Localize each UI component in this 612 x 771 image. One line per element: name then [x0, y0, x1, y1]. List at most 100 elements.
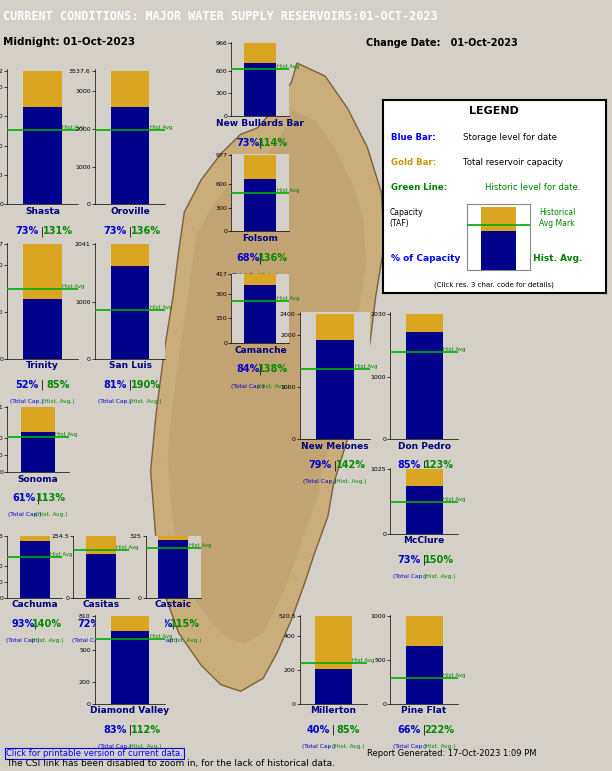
Text: |: | — [36, 493, 40, 503]
Text: 73%: 73% — [15, 227, 39, 236]
Text: |: | — [41, 227, 44, 237]
Text: Pine Flat: Pine Flat — [401, 706, 447, 715]
Bar — [406, 314, 442, 439]
Bar — [111, 266, 149, 359]
Text: Folsom: Folsom — [242, 234, 278, 243]
Text: (Total Cap.): (Total Cap.) — [144, 638, 178, 643]
Text: 72%: 72% — [77, 619, 100, 629]
Bar — [23, 106, 62, 204]
Text: Hist Avg: Hist Avg — [443, 497, 466, 502]
Bar — [406, 616, 442, 704]
Text: (Hist. Avg.): (Hist. Avg.) — [169, 638, 201, 643]
Text: Casitas: Casitas — [83, 601, 119, 609]
Text: 79%: 79% — [308, 460, 331, 470]
Text: 222%: 222% — [424, 725, 454, 735]
Text: 52%: 52% — [15, 380, 39, 390]
Text: Click for printable version of current data.: Click for printable version of current d… — [6, 749, 183, 758]
Text: 140%: 140% — [32, 619, 62, 629]
Text: Green Line:: Green Line: — [392, 183, 447, 192]
Text: |: | — [259, 365, 262, 375]
Text: (Total Cap.): (Total Cap.) — [10, 246, 44, 251]
Text: (Total Cap.): (Total Cap.) — [10, 399, 44, 404]
Text: 93%: 93% — [102, 619, 125, 629]
Text: (Hist. Avg.): (Hist. Avg.) — [332, 744, 365, 749]
Text: (Total Cap.): (Total Cap.) — [302, 744, 335, 749]
Text: Hist Avg: Hist Avg — [116, 545, 139, 550]
Bar — [406, 487, 442, 534]
Text: |: | — [41, 380, 44, 390]
Text: 112%: 112% — [130, 725, 160, 735]
Text: Hist Avg: Hist Avg — [443, 673, 466, 678]
Bar — [86, 554, 116, 598]
Text: |: | — [334, 460, 337, 470]
Text: Hist Avg: Hist Avg — [150, 305, 172, 310]
Bar — [23, 299, 62, 359]
Bar — [86, 537, 116, 598]
Text: 114%: 114% — [258, 138, 288, 147]
Text: Hist Avg: Hist Avg — [188, 543, 211, 547]
Text: (Hist. Avg.): (Hist. Avg.) — [129, 246, 162, 251]
Bar — [406, 332, 442, 439]
Text: 84%: 84% — [236, 365, 259, 375]
Text: 73%: 73% — [398, 555, 421, 565]
Text: Hist Avg: Hist Avg — [277, 64, 299, 69]
Text: 61%: 61% — [13, 493, 36, 503]
Text: 85%: 85% — [337, 725, 360, 735]
Text: |: | — [129, 227, 132, 237]
Text: Hist Avg: Hist Avg — [353, 658, 375, 662]
Text: 123%: 123% — [424, 460, 454, 470]
Text: 136%: 136% — [130, 227, 160, 236]
Bar — [482, 231, 516, 270]
Text: The CSI link has been disabled to zoom in, for the lack of historical data.: The CSI link has been disabled to zoom i… — [6, 759, 335, 767]
Text: LEGEND: LEGEND — [469, 106, 519, 116]
Text: Trinity: Trinity — [26, 362, 59, 370]
Text: |: | — [510, 254, 513, 264]
Text: 190%: 190% — [130, 380, 160, 390]
Text: Hist Avg: Hist Avg — [50, 552, 73, 557]
Text: 73%: 73% — [236, 138, 259, 147]
Text: |: | — [129, 725, 132, 735]
Bar — [244, 62, 277, 116]
Bar — [244, 180, 277, 231]
Text: Don Pedro: Don Pedro — [398, 442, 450, 450]
Text: (Total Cap.): (Total Cap.) — [98, 744, 132, 749]
Text: Report Generated: 17-Oct-2023 1:09 PM: Report Generated: 17-Oct-2023 1:09 PM — [367, 749, 537, 758]
Text: Hist Avg: Hist Avg — [277, 188, 299, 193]
Text: (Total Cap.): (Total Cap.) — [231, 157, 264, 162]
Text: Camanche: Camanche — [234, 346, 287, 355]
Text: |: | — [422, 460, 426, 470]
Bar — [316, 314, 354, 439]
Text: Hist Avg: Hist Avg — [277, 296, 299, 301]
Text: 115%: 115% — [170, 619, 200, 629]
Bar — [111, 106, 149, 204]
Text: (Hist. Avg.): (Hist. Avg.) — [423, 480, 455, 484]
Text: Castaic: Castaic — [155, 601, 192, 609]
Text: (Total Cap.): (Total Cap.) — [231, 384, 264, 389]
Text: Oroville: Oroville — [110, 207, 150, 216]
Text: Historical
Avg Mark: Historical Avg Mark — [539, 208, 575, 228]
Text: Hist Avg: Hist Avg — [62, 126, 84, 130]
Text: Hist Avg: Hist Avg — [62, 284, 84, 288]
Text: Diamond Valley: Diamond Valley — [91, 706, 170, 715]
Bar — [111, 71, 149, 204]
Text: 83%: 83% — [103, 725, 126, 735]
Text: (Total Cap.): (Total Cap.) — [98, 399, 132, 404]
Text: (Total Cap.): (Total Cap.) — [392, 744, 426, 749]
Text: |: | — [33, 619, 37, 629]
Text: Midnight: 01-Oct-2023: Midnight: 01-Oct-2023 — [2, 37, 135, 46]
Text: 93%: 93% — [11, 619, 34, 629]
Text: 81%: 81% — [103, 380, 126, 390]
Bar — [244, 285, 277, 343]
Text: |: | — [332, 725, 335, 735]
Text: New Bullards Bar: New Bullards Bar — [217, 119, 304, 127]
Bar — [244, 274, 277, 343]
Text: 150%: 150% — [424, 555, 454, 565]
Text: (Hist. Avg.): (Hist. Avg.) — [42, 246, 74, 251]
Bar — [315, 668, 352, 704]
Text: Capacity
(TAF): Capacity (TAF) — [389, 208, 423, 228]
Text: 94%: 94% — [149, 619, 173, 629]
Text: Blue Bar:: Blue Bar: — [392, 133, 436, 142]
Text: (Total Cap.): (Total Cap.) — [8, 513, 41, 517]
Bar — [20, 540, 50, 598]
Bar — [111, 616, 149, 704]
